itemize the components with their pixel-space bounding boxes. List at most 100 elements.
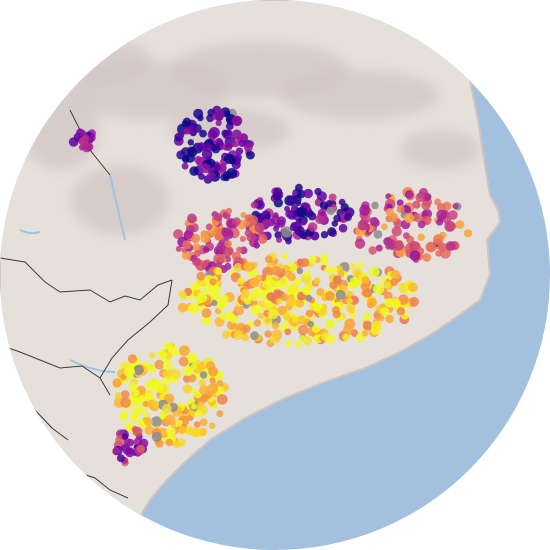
observation-point (200, 233, 210, 243)
observation-point (120, 390, 130, 399)
observation-point (250, 201, 258, 209)
observation-point (276, 298, 283, 305)
observation-point (211, 144, 221, 154)
observation-point (183, 365, 194, 377)
observation-point (342, 333, 350, 341)
observation-point (396, 199, 404, 207)
observation-point (256, 215, 264, 223)
observation-point (166, 427, 176, 437)
observation-point (337, 270, 345, 278)
observation-point (177, 302, 188, 313)
observation-point (320, 231, 329, 239)
observation-point (132, 389, 140, 396)
observation-point (393, 240, 404, 251)
observation-point (380, 276, 387, 283)
observation-point (151, 416, 162, 427)
observation-point (361, 276, 370, 285)
observation-point (249, 290, 261, 302)
observation-point (438, 243, 445, 251)
observation-point (291, 316, 299, 323)
observation-point (243, 297, 252, 305)
observation-point (372, 219, 380, 227)
observation-point (284, 328, 292, 336)
observation-point (257, 300, 265, 308)
observation-point (164, 414, 176, 426)
observation-point (162, 360, 173, 371)
observation-point (219, 300, 228, 309)
observation-point (277, 219, 286, 228)
observation-point (222, 330, 231, 339)
observation-point (300, 219, 307, 226)
observation-point (192, 257, 202, 267)
observation-point (313, 277, 321, 285)
observation-point (195, 410, 203, 418)
observation-point (296, 267, 304, 275)
observation-point (120, 373, 127, 381)
observation-point (302, 286, 311, 295)
observation-point (173, 229, 184, 240)
observation-point (272, 212, 279, 219)
observation-point (275, 236, 283, 243)
observation-point (237, 277, 245, 285)
observation-point (264, 255, 273, 264)
observation-point (214, 267, 223, 276)
observation-point (321, 253, 329, 261)
observation-point (242, 324, 251, 334)
observation-point (224, 311, 235, 322)
observation-point (162, 377, 170, 384)
observation-point (209, 278, 217, 286)
observation-point (404, 190, 414, 199)
observation-point (452, 203, 459, 210)
observation-point (264, 317, 271, 324)
observation-point (396, 205, 405, 214)
observation-point (232, 140, 240, 148)
observation-point (325, 291, 335, 301)
observation-point (266, 292, 276, 301)
observation-point (378, 315, 385, 322)
observation-point (182, 240, 192, 250)
observation-point (373, 230, 383, 239)
observation-point (209, 377, 216, 384)
observation-point (219, 312, 227, 320)
observation-point (199, 129, 207, 138)
observation-point (199, 385, 209, 395)
observation-point (164, 352, 173, 360)
observation-point (235, 147, 244, 155)
observation-point (369, 266, 380, 278)
observation-point (455, 220, 465, 229)
observation-point (159, 383, 170, 394)
observation-point (162, 403, 172, 414)
observation-point (246, 150, 255, 160)
observation-point (273, 187, 283, 196)
observation-point (264, 213, 271, 220)
observation-point (234, 154, 242, 162)
observation-point (294, 225, 305, 236)
observation-point (209, 422, 216, 429)
observation-point (348, 263, 356, 270)
observation-point (216, 410, 224, 417)
observation-point (370, 320, 382, 332)
observation-point (328, 193, 337, 202)
observation-point (241, 333, 249, 341)
observation-point (207, 171, 216, 180)
observation-point (133, 365, 144, 376)
observation-point (335, 289, 346, 300)
observation-point (325, 199, 333, 207)
observation-point (137, 444, 146, 453)
observation-point (295, 298, 305, 308)
observation-point (307, 222, 318, 232)
observation-point (144, 417, 153, 427)
observation-point (274, 231, 282, 239)
observation-point (311, 324, 321, 334)
observation-point (208, 366, 219, 377)
observation-point (409, 296, 420, 307)
observation-point (222, 171, 232, 180)
observation-point (121, 433, 129, 440)
observation-point (192, 243, 201, 252)
observation-point (352, 268, 362, 278)
observation-point (362, 288, 373, 298)
observation-point (333, 214, 341, 223)
observation-point (170, 368, 182, 380)
observation-point (243, 220, 250, 227)
